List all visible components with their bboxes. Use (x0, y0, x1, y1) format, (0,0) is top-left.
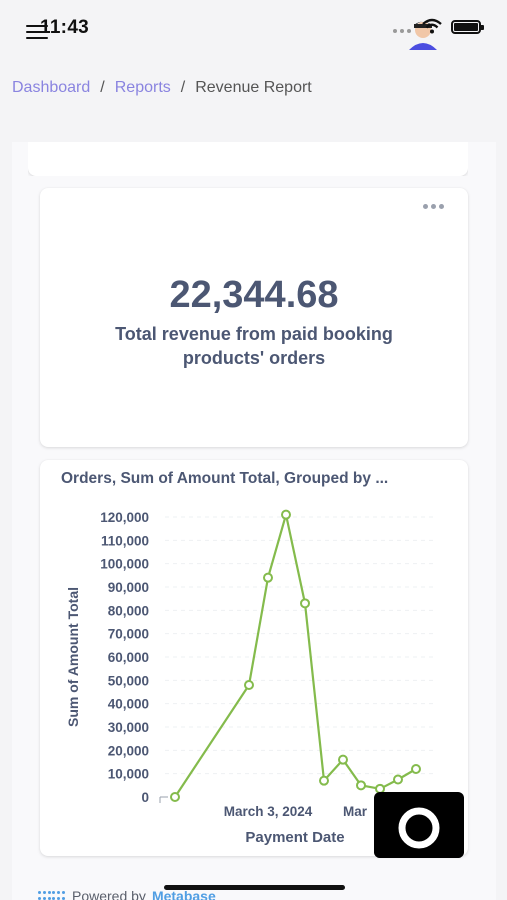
camera-icon[interactable] (374, 792, 464, 858)
chart-card[interactable]: Orders, Sum of Amount Total, Grouped by … (40, 460, 468, 856)
battery-icon (451, 20, 484, 34)
y-tick-label: 90,000 (108, 580, 149, 595)
status-time: 11:43 (40, 17, 90, 38)
y-tick-label: 110,000 (101, 533, 149, 548)
y-tick-label: 10,000 (108, 767, 149, 782)
scalar-caption: Total revenue from paid booking products… (115, 324, 393, 368)
more-options-icon[interactable] (419, 200, 448, 213)
breadcrumb-separator: / (180, 79, 186, 96)
y-tick-label: 60,000 (108, 650, 149, 665)
previous-card[interactable] (28, 142, 468, 176)
status-bar: 11:43 (0, 0, 507, 56)
data-point (263, 572, 273, 583)
line-chart: 0 10,000 20,000 30,000 40,000 50,000 60,000 70,… (65, 509, 435, 846)
wifi-icon (422, 18, 442, 34)
footer-brand[interactable]: Metabase (151, 888, 216, 900)
y-tick-label: 50,000 (108, 673, 149, 688)
breadcrumb-current: Revenue Report (195, 79, 312, 96)
data-point (319, 775, 329, 786)
data-point (281, 509, 291, 520)
chart-title[interactable]: Orders, Sum of Amount Total, Grouped by … (61, 470, 389, 487)
breadcrumb-reports[interactable]: Reports (114, 79, 171, 96)
metabase-logo-icon (38, 891, 66, 900)
home-indicator (164, 885, 345, 890)
previous-card-body (28, 142, 468, 176)
menu-icon[interactable] (26, 25, 48, 39)
x-axis-label: Payment Date (245, 829, 344, 846)
data-point (170, 792, 180, 802)
breadcrumb-separator: / (100, 79, 105, 96)
series-line (174, 513, 417, 798)
data-point (300, 598, 310, 609)
signal-dots-icon (393, 29, 411, 33)
footer: Powered by Metabase (38, 888, 216, 900)
y-tick-label: 70,000 (108, 627, 149, 642)
y-tick-label: 40,000 (108, 697, 149, 712)
data-point (393, 774, 403, 785)
x-tick-label: Mar (343, 804, 368, 819)
breadcrumb-dashboard[interactable]: Dashboard (12, 79, 91, 96)
breadcrumb: Dashboard / Reports / Revenue Report (12, 79, 312, 97)
y-tick-label: 80,000 (108, 603, 149, 618)
y-tick-label: 0 (141, 790, 149, 805)
data-point (244, 680, 254, 690)
scalar-value: 22,344.68 (169, 274, 339, 316)
y-tick-label: 20,000 (108, 743, 149, 758)
x-tick-label: March 3, 2024 (224, 804, 313, 819)
avatar[interactable] (405, 14, 441, 50)
y-tick-label: 120,000 (100, 510, 149, 525)
y-tick-label: 30,000 (108, 720, 149, 735)
data-point (338, 754, 348, 765)
footer-prefix: Powered by (72, 888, 146, 900)
data-point (356, 780, 366, 791)
y-tick-label: 100,000 (100, 557, 149, 572)
y-axis-label: Sum of Amount Total (65, 587, 81, 727)
scalar-card[interactable]: 22,344.68 Total revenue from paid bookin… (40, 188, 468, 447)
data-point (411, 764, 421, 774)
